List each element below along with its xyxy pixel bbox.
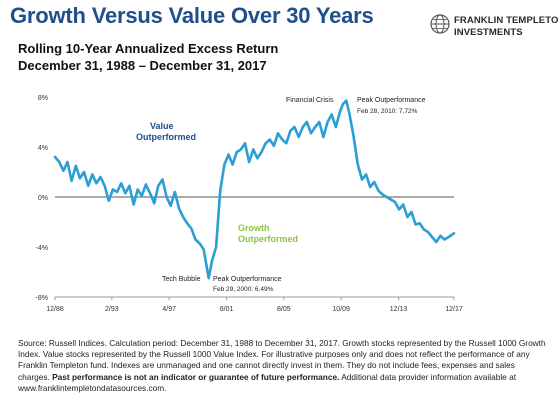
peak-low-date: Feb 29, 2000: 6.49% [213,286,274,293]
x-tick-label: 6/01 [220,306,234,313]
x-tick-label: 8/05 [277,306,291,313]
source-text: Source: Russell Indices. Calculation per… [18,338,546,382]
source-tail: Additional data provider information ava… [18,371,517,393]
tech-bubble-label: Tech Bubble [162,276,201,283]
peak-high-title: Peak Outperformance [357,97,426,104]
franklin-templeton-logo: FRANKLIN TEMPLETON INVESTMENTS [430,14,558,40]
x-tick-label: 10/09 [332,306,350,313]
financial-crisis-label: Financial Crisis [286,97,334,104]
chart-subtitle-2: December 31, 1988 – December 31, 2017 [18,58,267,73]
x-tick-label: 12/13 [390,306,408,313]
globe-logo-icon [430,14,450,34]
disclaimer-bold: Past performance is not an indicator or … [52,371,340,382]
y-tick-label: 8% [38,95,48,102]
excess-return-chart: 8% 4% 0% -4% -8% 12/88 2/93 4/97 6/01 8/05 10/09 12… [36,95,463,313]
page-title: Growth Versus Value Over 30 Years [10,3,374,28]
value-outperformed-label: Outperformed [136,132,196,142]
y-tick-label: 4% [38,145,48,152]
growth-outperformed-label: Growth [238,223,270,233]
chart-subtitle-1: Rolling 10-Year Annualized Excess Return [18,41,279,56]
value-outperformed-label: Value [150,121,174,131]
x-tick-label: 12/88 [46,306,64,313]
logo-line-1: FRANKLIN TEMPLETON [454,15,558,26]
growth-outperformed-label: Outperformed [238,234,298,244]
y-tick-label: 0% [38,195,48,202]
y-tick-label: -8% [36,295,48,302]
x-tick-label: 4/97 [162,306,176,313]
peak-high-date: Feb 28, 2010: 7.72% [357,108,418,115]
peak-low-title: Peak Outperformance [213,276,282,283]
excess-return-series-line [53,99,456,280]
y-tick-label: -4% [36,245,48,252]
logo-line-2: INVESTMENTS [454,27,523,38]
source-footnote: Source: Russell Indices. Calculation per… [18,338,546,394]
x-tick-label: 12/17 [445,306,463,313]
x-tick-label: 2/93 [105,306,119,313]
